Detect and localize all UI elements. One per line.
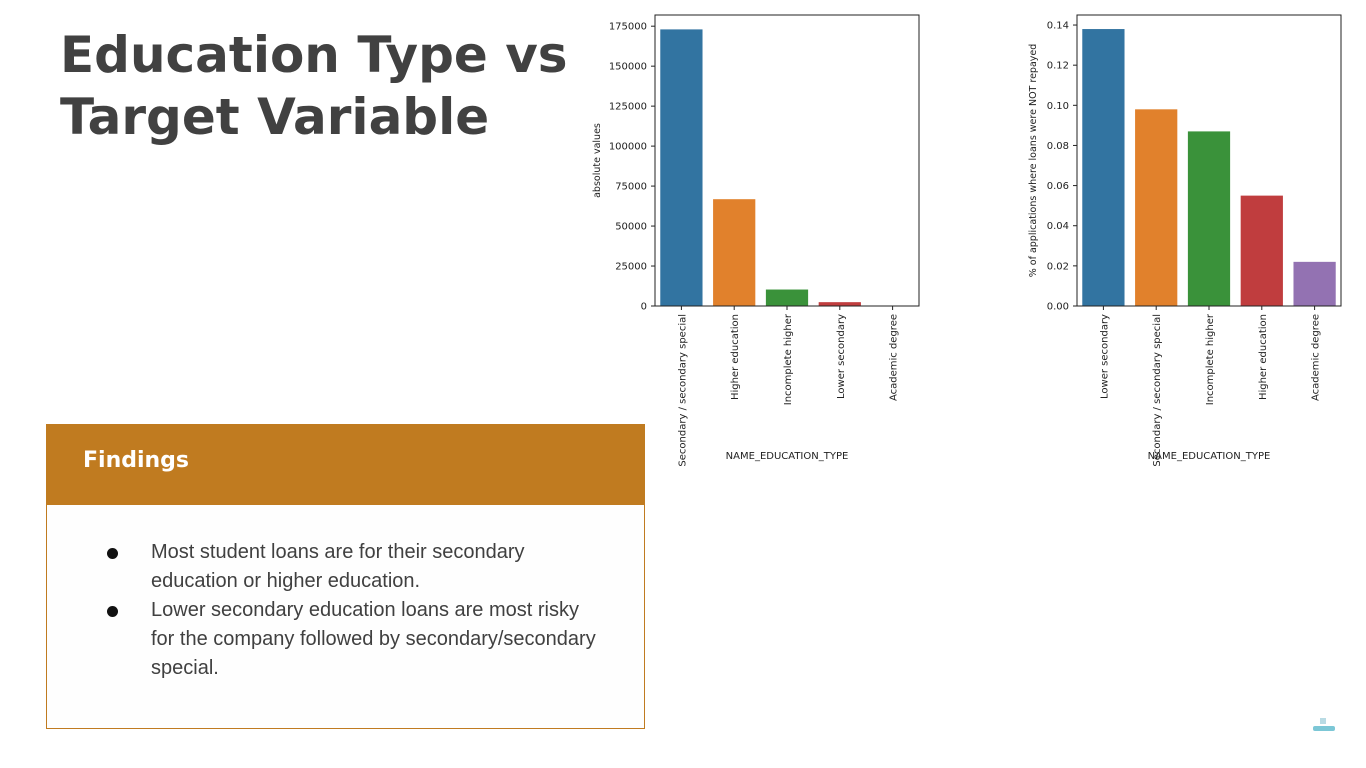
bar [1082, 29, 1125, 306]
x-tick-label: Higher education [1258, 314, 1269, 400]
bar [713, 199, 756, 306]
x-tick-label: Academic degree [1311, 314, 1322, 401]
findings-list: Most student loans are for their seconda… [107, 538, 607, 683]
x-tick-label: Academic degree [889, 314, 900, 401]
x-tick-label: Secondary / secondary special [677, 314, 688, 467]
bar [1240, 195, 1283, 306]
y-tick-label: 75000 [615, 182, 647, 193]
findings-item-text: Most student loans are for their seconda… [151, 541, 525, 592]
x-tick-label: Lower secondary [1099, 314, 1110, 399]
y-tick-label: 100000 [609, 142, 647, 153]
bullet-icon [107, 606, 118, 617]
x-axis-label: NAME_EDUCATION_TYPE [726, 451, 849, 462]
bar [1293, 261, 1336, 306]
x-axis-label: NAME_EDUCATION_TYPE [1148, 451, 1271, 462]
absolute-values-chart: 0 25000 50000 75000 100000 125000 150000 175000… [560, 8, 940, 483]
x-tick-label: Lower secondary [836, 314, 847, 399]
y-tick-label: 0 [641, 302, 647, 313]
y-tick-label: 0.10 [1047, 101, 1069, 112]
bar [1135, 109, 1178, 307]
bar [1187, 131, 1231, 306]
bar [765, 289, 809, 306]
bullet-icon [107, 548, 118, 559]
y-tick-label: 150000 [609, 62, 647, 73]
slide-title-line-1: Education Type vs [60, 26, 568, 84]
presenter-logo-icon [1310, 714, 1338, 741]
x-tick-label: Incomplete higher [1205, 313, 1216, 405]
y-tick-label: 0.12 [1047, 61, 1069, 72]
y-tick-label: 25000 [615, 262, 647, 273]
x-tick-label: Incomplete higher [783, 313, 794, 405]
not-repayed-percent-chart-svg: 0.00 0.02 0.04 0.06 0.08 0.10 0.12 0.14 Lower se… [1028, 14, 1342, 467]
y-tick-label: 0.02 [1047, 261, 1069, 272]
y-tick-label: 50000 [615, 222, 647, 233]
y-tick-label: 175000 [609, 22, 647, 33]
y-axis-label: % of applications where loans were NOT r… [1028, 44, 1039, 278]
y-tick-label: 0.04 [1047, 221, 1069, 232]
absolute-values-chart-svg: 0 25000 50000 75000 100000 125000 150000 175000… [592, 14, 920, 467]
not-repayed-percent-chart: 0.00 0.02 0.04 0.06 0.08 0.10 0.12 0.14 Lower se… [1000, 8, 1366, 483]
y-tick-label: 0.08 [1047, 141, 1069, 152]
findings-panel: Findings Most student loans are for thei… [46, 424, 645, 729]
y-tick-label: 0.06 [1047, 181, 1069, 192]
findings-item: Lower secondary education loans are most… [107, 596, 607, 683]
slide-title-line-2: Target Variable [60, 88, 490, 146]
y-tick-label: 0.14 [1047, 21, 1069, 32]
slide-title: Education Type vs Target Variable [60, 24, 568, 148]
y-tick-label: 0.00 [1047, 302, 1069, 313]
findings-header: Findings [47, 424, 644, 505]
x-tick-label: Higher education [730, 314, 741, 400]
y-axis-label: absolute values [592, 123, 603, 198]
bar [660, 29, 703, 307]
findings-item-text: Lower secondary education loans are most… [151, 599, 596, 679]
findings-item: Most student loans are for their seconda… [107, 538, 607, 596]
x-tick-label: Secondary / secondary special [1152, 314, 1163, 467]
bar [818, 302, 861, 306]
y-tick-label: 125000 [609, 102, 647, 113]
